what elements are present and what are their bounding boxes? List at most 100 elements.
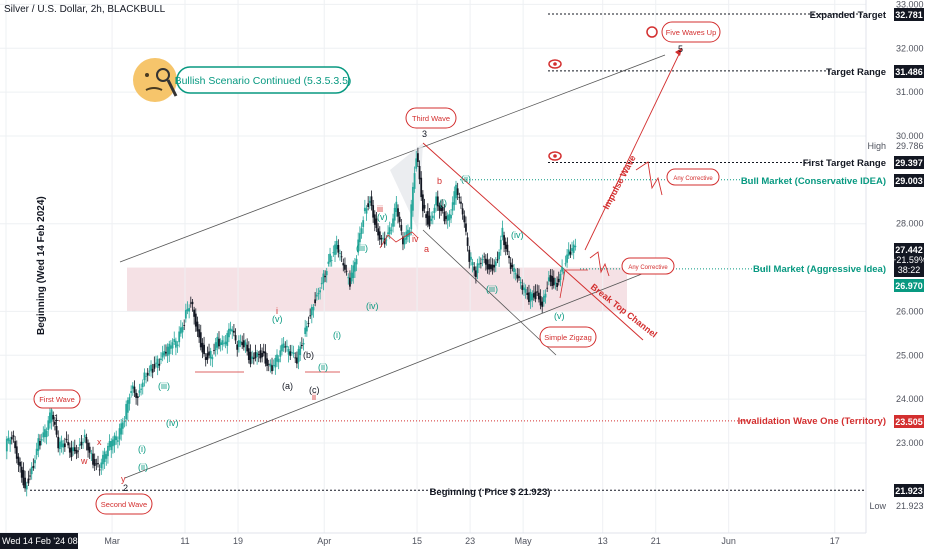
candle-body [536, 291, 539, 293]
candle-body [413, 173, 416, 189]
wave-label: (v) [554, 311, 565, 321]
candle-body [481, 259, 484, 261]
candle-body [229, 328, 232, 331]
candle-body [209, 351, 212, 359]
wave-label: 3 [422, 129, 427, 139]
svg-text:27.442: 27.442 [895, 245, 923, 255]
candle-body [267, 363, 270, 365]
candle-body [102, 454, 104, 465]
candle-body [75, 449, 78, 454]
candle-body [547, 277, 550, 282]
candle-body [20, 466, 23, 478]
third-wave-callout: Third Wave [405, 107, 457, 129]
corrective-path [635, 161, 663, 196]
candle-body [219, 342, 222, 346]
candle-body [214, 342, 217, 351]
candle-body [549, 275, 552, 282]
candle-body [556, 283, 559, 287]
candle-body [478, 263, 481, 265]
candle-body [216, 336, 219, 348]
low-label: Low [869, 501, 886, 511]
candle-body [360, 228, 363, 234]
x-tick-label: 23 [465, 536, 475, 546]
wave-label: (v) [377, 212, 388, 222]
candle-body [186, 308, 189, 312]
candle-body [511, 264, 514, 268]
x-tick-label: Wed 14 Feb '24 08:00 [2, 536, 90, 546]
target-range-label: Target Range [826, 67, 886, 78]
svg-text:38:22: 38:22 [898, 265, 921, 275]
candle-body [131, 385, 134, 389]
candle-body [247, 348, 250, 360]
candle-body [63, 443, 66, 448]
candle-body [420, 177, 423, 198]
candle-body [309, 315, 312, 317]
candle-body [120, 423, 123, 435]
candle-body [145, 375, 147, 377]
magnifier-icon [156, 68, 170, 82]
high-label: High [867, 141, 886, 151]
candle-body [78, 444, 81, 446]
candle-body [98, 469, 101, 471]
candle-body [476, 263, 479, 274]
svg-text:23.505: 23.505 [895, 417, 923, 427]
wave-label: a [424, 244, 429, 254]
price-axis[interactable]: 33.000 32.000 31.000 30.000 28.000 26.000 25.0… [865, 0, 932, 533]
arrow-head-icon [675, 48, 682, 56]
candle-body [514, 273, 517, 275]
svg-text:Third Wave: Third Wave [412, 114, 450, 123]
wave-label: (b) [303, 350, 314, 360]
candle-body [158, 363, 161, 366]
candle-body [518, 276, 520, 278]
candle-body [60, 440, 63, 447]
candle-body [330, 259, 333, 261]
candle-body [362, 220, 365, 227]
x-tick-label: 13 [598, 536, 608, 546]
candle-body [408, 230, 411, 236]
any-corrective-callout-2: Any Corrective [621, 257, 675, 275]
candle-body [130, 391, 133, 393]
candle-body [126, 400, 129, 413]
bulb-icon [646, 26, 658, 38]
wave-label: (i) [138, 444, 146, 454]
candle-body [377, 228, 380, 236]
trend-channel [119, 54, 666, 479]
candle-body [58, 441, 61, 450]
candle-body [189, 302, 192, 304]
y-tick-label: 31.000 [896, 87, 924, 97]
candle-body [486, 259, 489, 270]
candle-body [489, 264, 492, 269]
wave-label: ii [312, 392, 316, 402]
channel-upper-line [119, 54, 666, 263]
wave-label: y [121, 474, 126, 484]
candle-body [85, 437, 88, 444]
candle-body [317, 292, 320, 295]
y-axis-label: Beginning (Wed 14 Feb 2024) [36, 196, 47, 335]
candle-body [121, 422, 124, 429]
candle-body [564, 263, 567, 265]
svg-text:First Wave: First Wave [39, 395, 75, 404]
candle-body [559, 274, 562, 281]
candle-body [118, 428, 121, 440]
wave-label: i [276, 306, 278, 316]
candle-body [163, 351, 166, 356]
five-waves-callout: Five Waves Up [646, 21, 721, 43]
candle-body [246, 344, 249, 352]
candle-body [281, 344, 283, 352]
candle-body [249, 351, 252, 365]
candle-body [146, 372, 149, 376]
candle-body [322, 273, 325, 284]
candle-body [460, 201, 462, 204]
candle-body [277, 358, 280, 363]
candle-body [92, 453, 94, 465]
candle-body [300, 344, 303, 346]
x-tick-label: Mar [104, 536, 120, 546]
candle-body [352, 265, 355, 279]
time-axis[interactable]: Wed 14 Feb '24 08:00 Mar 11 19 Apr 15 23 May 13 2… [0, 532, 932, 550]
candle-body [433, 207, 436, 214]
wave-label: (iii) [158, 381, 170, 391]
candle-body [387, 232, 389, 235]
x-tick-label: 21 [651, 536, 661, 546]
